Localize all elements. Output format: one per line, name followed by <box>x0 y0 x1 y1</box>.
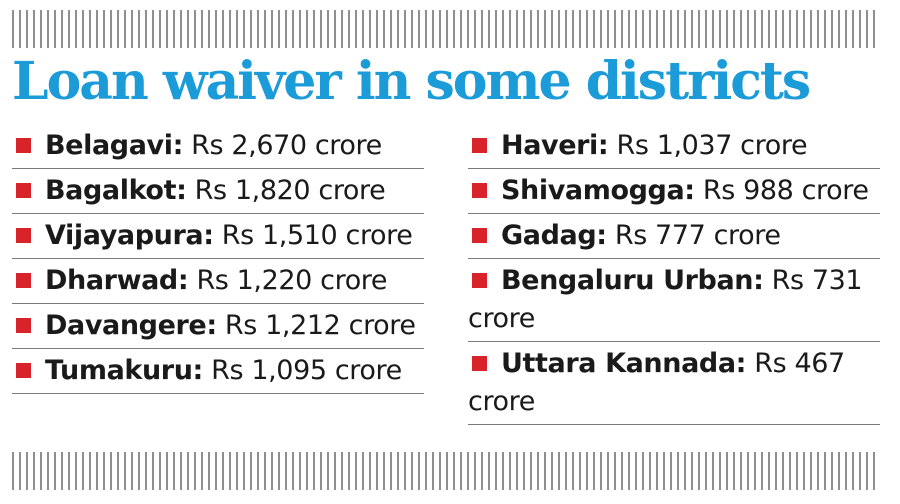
district-name: Haveri: <box>501 130 609 161</box>
red-square-bullet-icon <box>472 183 487 198</box>
district-name: Davangere: <box>45 310 217 341</box>
red-square-bullet-icon <box>16 273 31 288</box>
list-item: Bengaluru Urban: Rs 731 crore <box>468 259 880 342</box>
decorative-tick-strip-top <box>12 10 880 48</box>
district-name: Shivamogga: <box>501 175 695 206</box>
waiver-amount: Rs 1,820 crore <box>186 175 386 206</box>
list-item: Tumakuru: Rs 1,095 crore <box>12 349 424 394</box>
list-item: Gadag: Rs 777 crore <box>468 214 880 259</box>
waiver-amount: Rs 1,510 crore <box>213 220 413 251</box>
decorative-tick-strip-bottom <box>12 452 880 490</box>
red-square-bullet-icon <box>16 183 31 198</box>
red-square-bullet-icon <box>16 318 31 333</box>
district-name: Belagavi: <box>45 130 183 161</box>
list-item: Vijayapura: Rs 1,510 crore <box>12 214 424 259</box>
waiver-amount: Rs 1,037 crore <box>608 130 808 161</box>
red-square-bullet-icon <box>16 363 31 378</box>
list-item: Haveri: Rs 1,037 crore <box>468 124 880 169</box>
waiver-amount: Rs 1,220 crore <box>188 265 388 296</box>
district-name: Uttara Kannada: <box>501 348 747 379</box>
red-square-bullet-icon <box>472 138 487 153</box>
waiver-amount: Rs 2,670 crore <box>182 130 382 161</box>
waiver-amount: Rs 988 crore <box>694 175 869 206</box>
list-item: Uttara Kannada: Rs 467 crore <box>468 342 880 425</box>
district-name: Bagalkot: <box>45 175 187 206</box>
list-item: Shivamogga: Rs 988 crore <box>468 169 880 214</box>
red-square-bullet-icon <box>472 273 487 288</box>
waiver-amount: Rs 1,095 crore <box>202 355 402 386</box>
waiver-amount: Rs 467 crore <box>468 348 845 417</box>
list-item: Belagavi: Rs 2,670 crore <box>12 124 424 169</box>
red-square-bullet-icon <box>16 138 31 153</box>
list-item: Bagalkot: Rs 1,820 crore <box>12 169 424 214</box>
district-list-left: Belagavi: Rs 2,670 crore Bagalkot: Rs 1,… <box>12 124 424 394</box>
waiver-amount: Rs 1,212 crore <box>216 310 416 341</box>
red-square-bullet-icon <box>16 228 31 243</box>
list-item: Dharwad: Rs 1,220 crore <box>12 259 424 304</box>
page-title: Loan waiver in some districts <box>12 51 811 112</box>
district-name: Tumakuru: <box>45 355 203 386</box>
red-square-bullet-icon <box>472 356 487 371</box>
district-name: Gadag: <box>501 220 607 251</box>
district-list-right: Haveri: Rs 1,037 crore Shivamogga: Rs 98… <box>468 124 880 425</box>
district-name: Bengaluru Urban: <box>501 265 764 296</box>
waiver-amount: Rs 731 crore <box>468 265 863 334</box>
red-square-bullet-icon <box>472 228 487 243</box>
list-item: Davangere: Rs 1,212 crore <box>12 304 424 349</box>
waiver-amount: Rs 777 crore <box>606 220 781 251</box>
district-name: Vijayapura: <box>45 220 214 251</box>
district-name: Dharwad: <box>45 265 189 296</box>
